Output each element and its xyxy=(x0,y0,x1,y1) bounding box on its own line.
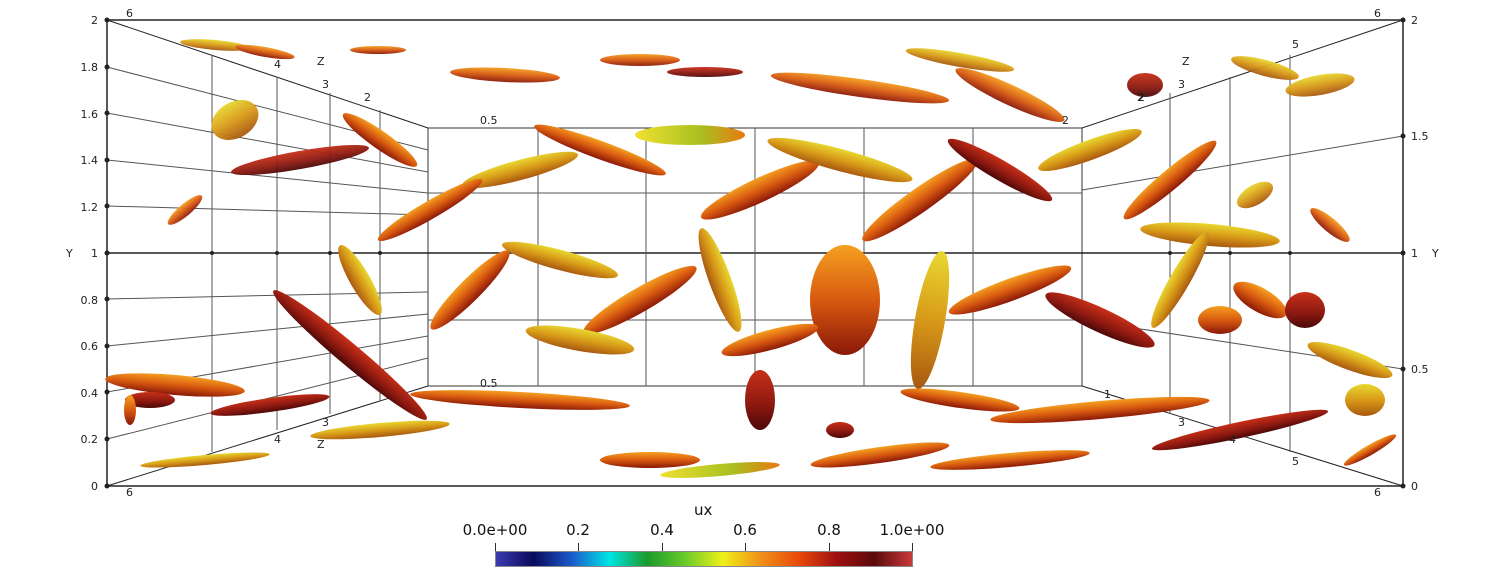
corner-labels: 6 6 6 6 xyxy=(126,7,1381,499)
z-tick-label: 3 xyxy=(322,416,329,429)
inner-tick-label: 0.5 xyxy=(480,114,498,127)
z-axis-title: Z xyxy=(317,55,325,68)
right-y-tick-labels: 0 0.5 1 1.5 2 xyxy=(1411,14,1429,493)
z-tick-label: 4 xyxy=(1229,433,1236,446)
y-tick-label: 0.2 xyxy=(81,433,99,446)
colorbar-tick xyxy=(829,543,830,551)
y-tick-label: 0.4 xyxy=(81,387,99,400)
corner-label: 6 xyxy=(1374,486,1381,499)
y-tick-label: 0.5 xyxy=(1411,363,1429,376)
inner-tick-label: 1 xyxy=(1104,388,1111,401)
right-y-axis-title: Y xyxy=(1431,247,1439,260)
corner-label: 6 xyxy=(126,486,133,499)
y-tick-label: 1 xyxy=(1411,247,1418,260)
colorbar-tick xyxy=(912,543,913,551)
vortex-tubes-front xyxy=(105,290,1397,478)
colorbar-tick-label: 1.0e+00 xyxy=(879,521,945,539)
colorbar-tick-label: 0.0e+00 xyxy=(462,521,528,539)
corner-label: 6 xyxy=(1374,7,1381,20)
z-tick-label: 2 xyxy=(1138,91,1145,104)
y-tick-label: 2 xyxy=(1411,14,1418,27)
vortex-tubes-back xyxy=(167,39,1355,242)
left-y-tick-labels: 0 0.2 0.4 0.6 0.8 1 1.2 1.4 1.6 1.8 2 xyxy=(81,14,99,493)
z-tick-label: 4 xyxy=(274,433,281,446)
colorbar-tick xyxy=(495,543,496,551)
y-tick-label: 0.8 xyxy=(81,294,99,307)
y-tick-label: 0 xyxy=(1411,480,1418,493)
y-tick-label: 1.5 xyxy=(1411,130,1429,143)
vortex-isosurfaces xyxy=(105,39,1397,478)
left-y-axis-title: Y xyxy=(65,247,73,260)
z-tick-label: 4 xyxy=(274,58,281,71)
colorbar-tick xyxy=(578,543,579,551)
vortex-tubes-core xyxy=(338,113,1325,389)
z-tick-label: 2 xyxy=(364,91,371,104)
inner-tick-label: 2 xyxy=(1062,114,1069,127)
z-tick-label: 3 xyxy=(1178,416,1185,429)
colorbar-tick-label: 0.6 xyxy=(733,521,757,539)
z-tick-label: 5 xyxy=(1292,38,1299,51)
z-axis-labels: Z 4 3 2 Z 3 4 Z 2 3 5 3 4 5 xyxy=(274,38,1299,468)
y-tick-label: 1.6 xyxy=(81,108,99,121)
y-tick-label: 1.4 xyxy=(81,154,99,167)
colorbar-tick xyxy=(745,543,746,551)
colorbar-tick xyxy=(662,543,663,551)
inner-tick-label: 2 xyxy=(1137,91,1144,104)
y-tick-label: 1.8 xyxy=(81,61,99,74)
y-tick-label: 2 xyxy=(91,14,98,27)
colorbar-gradient xyxy=(495,551,913,567)
colorbar-tick-label: 0.8 xyxy=(817,521,841,539)
z-tick-label: 3 xyxy=(1178,78,1185,91)
inner-box-labels: 0.5 0.5 2 2 1 xyxy=(480,91,1144,401)
z-axis-title: Z xyxy=(317,438,325,451)
z-tick-label: 3 xyxy=(322,78,329,91)
y-tick-label: 1 xyxy=(91,247,98,260)
y-tick-label: 0 xyxy=(91,480,98,493)
corner-label: 6 xyxy=(126,7,133,20)
y-tick-label: 1.2 xyxy=(81,201,99,214)
inner-tick-label: 0.5 xyxy=(480,377,498,390)
z-axis-title: Z xyxy=(1182,55,1190,68)
colorbar-tick-label: 0.2 xyxy=(566,521,590,539)
colorbar-title: ux xyxy=(694,501,713,519)
z-tick-label: 5 xyxy=(1292,455,1299,468)
colorbar-tick-label: 0.4 xyxy=(650,521,674,539)
y-tick-label: 0.6 xyxy=(81,340,99,353)
